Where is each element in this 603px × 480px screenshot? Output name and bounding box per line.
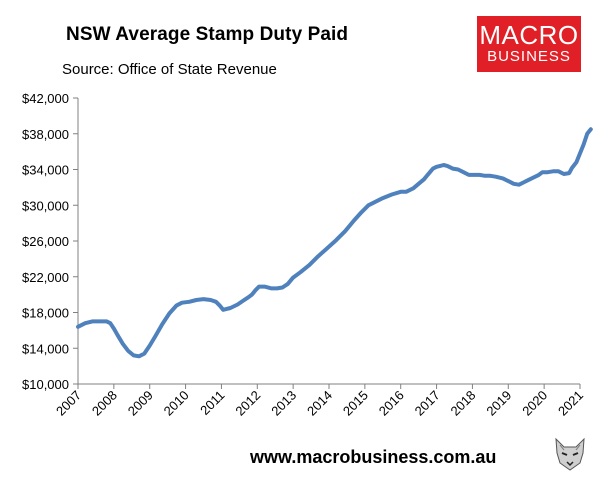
- y-tick-label: $14,000: [22, 341, 69, 356]
- y-tick-label: $26,000: [22, 234, 69, 249]
- chart-subtitle: Source: Office of State Revenue: [62, 61, 277, 78]
- x-tick-label: 2007: [53, 388, 84, 419]
- wolf-mascot-icon: [550, 433, 590, 473]
- y-tick-label: $30,000: [22, 198, 69, 213]
- x-tick-label: 2018: [447, 388, 478, 419]
- y-tick-label: $34,000: [22, 163, 69, 178]
- x-tick-label: 2019: [483, 388, 514, 419]
- y-tick-label: $22,000: [22, 270, 69, 285]
- chart-title: NSW Average Stamp Duty Paid: [66, 24, 349, 45]
- x-tick-label: 2014: [304, 388, 335, 419]
- x-tick-label: 2015: [340, 388, 371, 419]
- series-layer: [76, 127, 593, 359]
- x-tick-label: 2016: [376, 388, 407, 419]
- y-tick-label: $42,000: [22, 91, 69, 106]
- y-tick-label: $10,000: [22, 377, 69, 392]
- macrobusiness-logo: MACRO BUSINESS: [477, 16, 581, 72]
- stamp-duty-series-line: [76, 127, 593, 359]
- y-axis-ticks: $10,000 $14,000 $18,000 $22,000 $26,000 $30,0…: [22, 91, 78, 392]
- y-tick-label: $18,000: [22, 306, 69, 321]
- x-tick-label: 2008: [89, 388, 120, 419]
- x-tick-label: 2017: [412, 388, 443, 419]
- x-tick-label: 2012: [232, 388, 263, 419]
- footer-url: www.macrobusiness.com.au: [250, 447, 497, 467]
- x-tick-label: 2021: [555, 388, 586, 419]
- logo-line-2: BUSINESS: [487, 48, 571, 65]
- x-tick-label: 2013: [268, 388, 299, 419]
- y-tick-label: $38,000: [22, 127, 69, 142]
- x-tick-label: 2009: [125, 388, 156, 419]
- x-tick-label: 2010: [161, 388, 192, 419]
- logo-line-1: MACRO: [479, 20, 579, 50]
- x-tick-label: 2020: [519, 388, 550, 419]
- x-axis-ticks: 2007 2008 2009 2010 2011 2012 2013 2014 2015 2016…: [53, 384, 586, 419]
- x-tick-label: 2011: [197, 388, 227, 418]
